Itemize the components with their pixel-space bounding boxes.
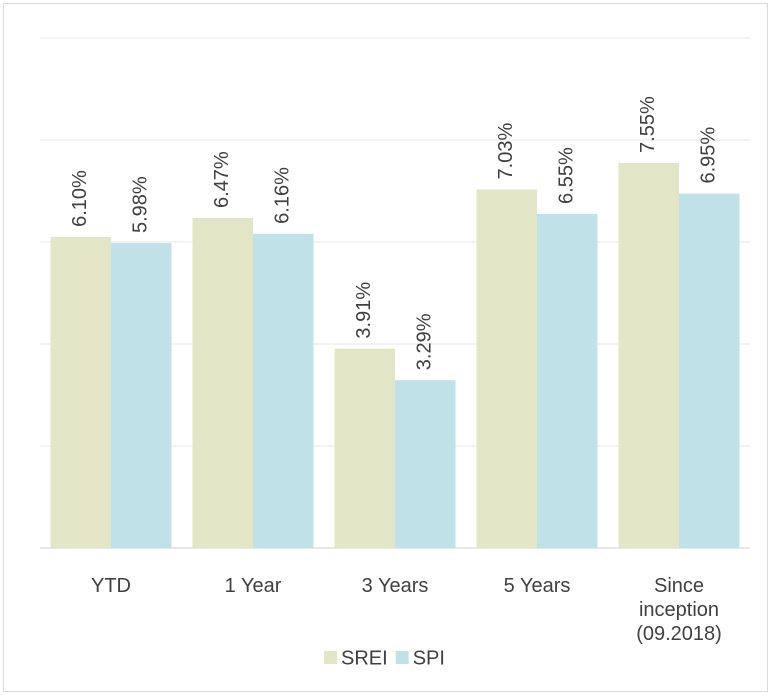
bar [50, 236, 111, 548]
bar [253, 233, 314, 548]
legend-swatch [324, 651, 337, 664]
value-label: 5.98% [130, 176, 152, 233]
value-label: 6.10% [69, 170, 91, 227]
value-label: 7.03% [495, 123, 517, 180]
legend-label: SREI [341, 647, 388, 669]
x-tick-label: Since inception (09.2018) [636, 575, 722, 645]
value-label: 6.16% [272, 167, 294, 224]
bar [192, 218, 253, 548]
x-tick-label: YTD [91, 575, 131, 597]
bar [537, 213, 598, 548]
bar [334, 348, 395, 548]
bar [618, 162, 679, 548]
bar [476, 189, 537, 548]
bar [679, 193, 740, 549]
value-label: 6.95% [698, 127, 720, 184]
bar [111, 243, 172, 548]
value-label: 6.47% [211, 151, 233, 208]
value-label: 7.55% [637, 96, 659, 153]
x-tick-label: 5 Years [503, 575, 571, 597]
value-label: 3.91% [353, 282, 375, 339]
x-tick-label: 1 Year [224, 575, 282, 597]
value-label: 3.29% [414, 313, 436, 370]
legend-swatch [395, 651, 409, 664]
x-tick-label: 3 Years [361, 575, 429, 597]
legend-label: SPI [413, 647, 445, 669]
bar [395, 380, 456, 548]
value-label: 6.55% [556, 147, 578, 204]
